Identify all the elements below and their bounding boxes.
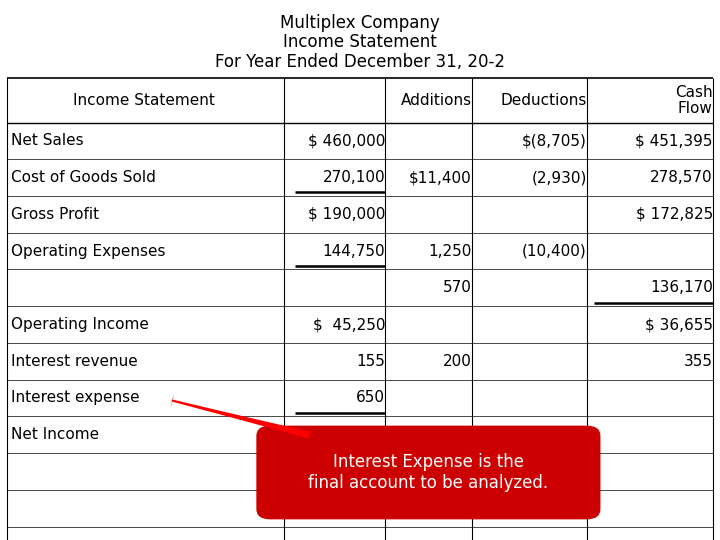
Text: 650: 650: [356, 390, 385, 406]
Text: 570: 570: [443, 280, 472, 295]
Text: 136,170: 136,170: [650, 280, 713, 295]
Text: (10,400): (10,400): [522, 244, 587, 259]
Text: (2,930): (2,930): [531, 170, 587, 185]
Text: Operating Income: Operating Income: [11, 317, 148, 332]
Text: $  44,755: $ 44,755: [312, 427, 385, 442]
Text: Net Sales: Net Sales: [11, 133, 84, 148]
Text: Cost of Goods Sold: Cost of Goods Sold: [11, 170, 156, 185]
Text: Deductions: Deductions: [500, 93, 587, 108]
Text: Operating Expenses: Operating Expenses: [11, 244, 166, 259]
Text: Income Statement: Income Statement: [73, 93, 215, 108]
Text: $11,400: $11,400: [409, 170, 472, 185]
Text: $ 451,395: $ 451,395: [635, 133, 713, 148]
Text: $ 172,825: $ 172,825: [636, 207, 713, 222]
Text: 155: 155: [356, 354, 385, 369]
Text: 144,750: 144,750: [323, 244, 385, 259]
Text: Interest revenue: Interest revenue: [11, 354, 138, 369]
Text: Cash: Cash: [675, 85, 713, 100]
Text: $ 460,000: $ 460,000: [308, 133, 385, 148]
Text: For Year Ended December 31, 20-2: For Year Ended December 31, 20-2: [215, 53, 505, 71]
Text: 270,100: 270,100: [323, 170, 385, 185]
Text: $ 190,000: $ 190,000: [308, 207, 385, 222]
Text: 1,250: 1,250: [428, 244, 472, 259]
Text: Flow: Flow: [678, 101, 713, 116]
Text: $  45,250: $ 45,250: [312, 317, 385, 332]
Text: Income Statement: Income Statement: [283, 33, 437, 51]
Text: 355: 355: [684, 354, 713, 369]
Text: 278,570: 278,570: [650, 170, 713, 185]
Text: Additions: Additions: [400, 93, 472, 108]
FancyBboxPatch shape: [257, 427, 600, 518]
Text: $ 36,655: $ 36,655: [645, 317, 713, 332]
Text: Interest Expense is the
final account to be analyzed.: Interest Expense is the final account to…: [308, 453, 549, 492]
Text: 200: 200: [443, 354, 472, 369]
Text: Gross Profit: Gross Profit: [11, 207, 99, 222]
Text: Multiplex Company: Multiplex Company: [280, 14, 440, 31]
Text: Interest expense: Interest expense: [11, 390, 140, 406]
Text: Net Income: Net Income: [11, 427, 99, 442]
Text: $(8,705): $(8,705): [522, 133, 587, 148]
